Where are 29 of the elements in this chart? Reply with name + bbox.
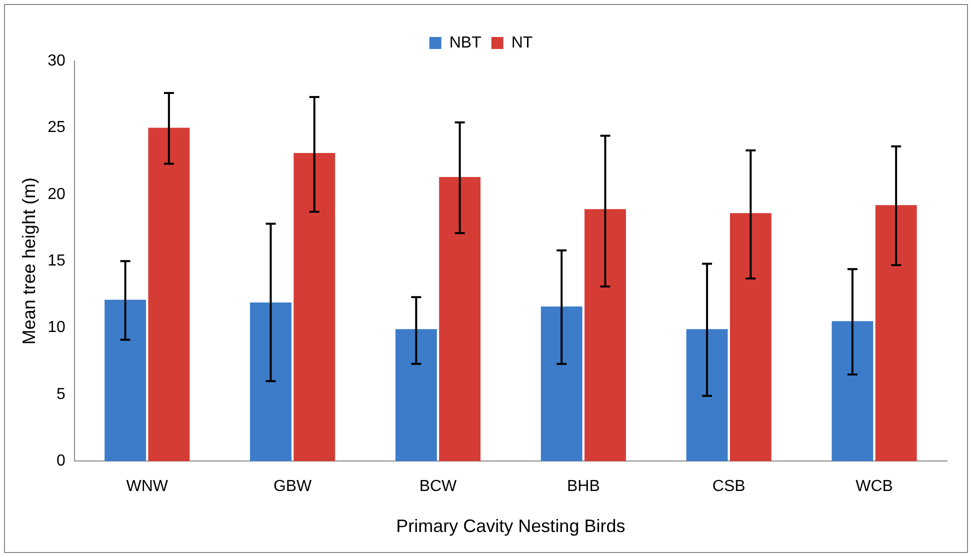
- y-tick-label: 0: [56, 452, 66, 470]
- bar: [439, 177, 481, 462]
- x-tick-label: GBW: [273, 478, 313, 496]
- y-tick-label: 20: [48, 186, 66, 203]
- x-axis-title: Primary Cavity Nesting Birds: [396, 516, 626, 536]
- x-tick-label: WCB: [856, 478, 893, 496]
- x-tick-label: BCW: [419, 478, 458, 496]
- y-tick-label: 15: [48, 252, 66, 270]
- bar: [875, 205, 917, 462]
- bar: [730, 213, 772, 462]
- x-tick-label: BHB: [566, 478, 600, 496]
- bar: [294, 153, 336, 462]
- y-tick-label: 5: [56, 386, 66, 403]
- legend-label: NBT: [449, 34, 482, 52]
- bar: [148, 128, 190, 462]
- x-tick-label: CSB: [712, 478, 746, 496]
- bar: [832, 321, 874, 462]
- bar: [584, 209, 626, 462]
- y-tick-label: 10: [48, 319, 66, 336]
- legend-label: NT: [511, 34, 533, 52]
- bar: [104, 300, 146, 462]
- y-tick-label: 25: [48, 119, 66, 136]
- bar: [395, 329, 437, 462]
- bar: [540, 306, 582, 462]
- bar: [686, 329, 728, 462]
- x-tick-label: WNW: [126, 478, 169, 496]
- y-axis-title: Mean tree height (m): [18, 178, 39, 345]
- y-tick-label: 30: [48, 52, 66, 70]
- bar: [250, 302, 292, 462]
